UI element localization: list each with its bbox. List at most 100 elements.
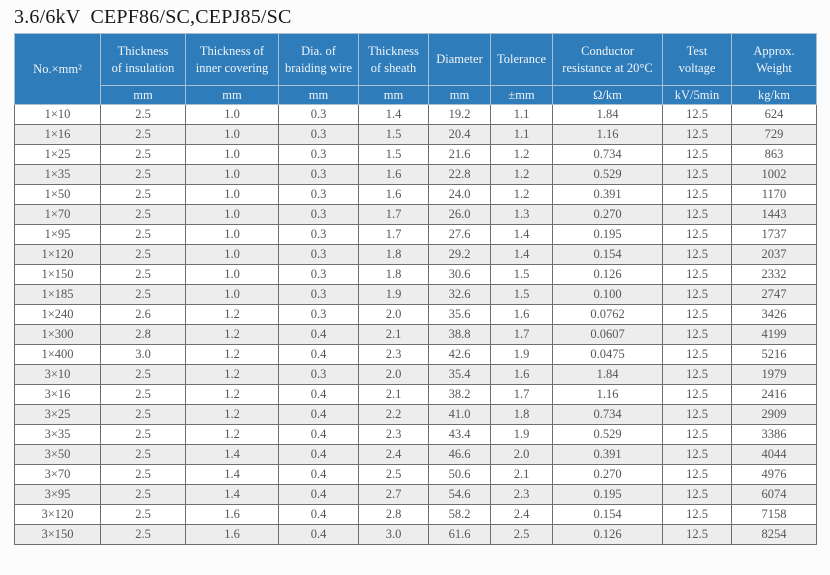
cell: 35.4	[428, 364, 491, 385]
header-row-labels: No.×mm² Thickness of insulation Thickness …	[14, 33, 817, 105]
cell: 1×70	[14, 204, 101, 225]
column-header: Conductor resistance at 20°C	[552, 33, 663, 86]
cell: 1.2	[490, 144, 553, 165]
cell: 0.270	[552, 464, 663, 485]
cell: 2.5	[100, 424, 186, 445]
cell: 1737	[731, 224, 817, 245]
cell: 0.4	[278, 324, 359, 345]
table-row: 1×300 2.8 1.2 0.4 2.1 38.8 1.7 0.0607 12.5 4199	[14, 324, 817, 345]
cell: 0.4	[278, 484, 359, 505]
spec-table-head: No.×mm² Thickness of insulation Thickness …	[14, 33, 817, 105]
cell: 3×35	[14, 424, 101, 445]
cell: 1.4	[185, 464, 279, 485]
cell: 1979	[731, 364, 817, 385]
cell: 2332	[731, 264, 817, 285]
table-row: 1×35 2.5 1.0 0.3 1.6 22.8 1.2 0.529 12.5 1002	[14, 164, 817, 185]
table-row: 3×70 2.5 1.4 0.4 2.5 50.6 2.1 0.270 12.5 4976	[14, 464, 817, 485]
cell: 24.0	[428, 184, 491, 205]
cell: 12.5	[662, 124, 732, 145]
cell: 1.2	[185, 304, 279, 325]
cell: 0.195	[552, 484, 663, 505]
column-header: Dia. of braiding wire	[278, 33, 359, 86]
cell: 1.3	[490, 204, 553, 225]
cell: 3×10	[14, 364, 101, 385]
spec-table-body: 1×10 2.5 1.0 0.3 1.4 19.2 1.1 1.84 12.5 624 1×16 2.…	[14, 104, 817, 545]
cell: 1.7	[358, 224, 429, 245]
cell: 2.7	[358, 484, 429, 505]
cell: 1.2	[185, 384, 279, 405]
cell: 2.5	[490, 524, 553, 545]
cell: 1.9	[358, 284, 429, 305]
cell: 12.5	[662, 244, 732, 265]
cell: 2.5	[100, 364, 186, 385]
cell: 1.0	[185, 284, 279, 305]
cell: 2.5	[100, 224, 186, 245]
cell: 0.4	[278, 524, 359, 545]
cell: 1.1	[490, 124, 553, 145]
cell: 12.5	[662, 524, 732, 545]
cell: 12.5	[662, 264, 732, 285]
cell: 58.2	[428, 504, 491, 525]
cell: 12.5	[662, 184, 732, 205]
cell: 12.5	[662, 464, 732, 485]
cell: 1.0	[185, 124, 279, 145]
cell: 29.2	[428, 244, 491, 265]
cell: 12.5	[662, 204, 732, 225]
table-row: 3×50 2.5 1.4 0.4 2.4 46.6 2.0 0.391 12.5 4044	[14, 444, 817, 465]
column-header: Approx. Weight	[731, 33, 817, 86]
cell: 2.5	[100, 504, 186, 525]
cell: 2.1	[490, 464, 553, 485]
cell: 22.8	[428, 164, 491, 185]
spec-table: No.×mm² Thickness of insulation Thickness …	[14, 33, 817, 545]
column-header: Diameter	[428, 33, 491, 86]
cell: 12.5	[662, 104, 732, 125]
cell: 1.6	[358, 164, 429, 185]
column-unit: mm	[100, 85, 186, 105]
cell: 12.5	[662, 384, 732, 405]
cell: 3×95	[14, 484, 101, 505]
cell: 35.6	[428, 304, 491, 325]
cell: 0.734	[552, 404, 663, 425]
cell: 1.4	[358, 104, 429, 125]
cell: 863	[731, 144, 817, 165]
cell: 0.3	[278, 224, 359, 245]
cell: 1443	[731, 204, 817, 225]
cell: 50.6	[428, 464, 491, 485]
cell: 0.3	[278, 304, 359, 325]
cell: 2.5	[100, 404, 186, 425]
cell: 1×16	[14, 124, 101, 145]
cell: 2.5	[100, 244, 186, 265]
cell: 0.4	[278, 504, 359, 525]
cell: 1.6	[185, 524, 279, 545]
cell: 12.5	[662, 304, 732, 325]
cell: 1.4	[490, 244, 553, 265]
cell: 1.84	[552, 104, 663, 125]
cell: 1.2	[185, 424, 279, 445]
cell: 1.2	[185, 344, 279, 365]
cell: 2.3	[358, 424, 429, 445]
cell: 1.1	[490, 104, 553, 125]
cell: 3×70	[14, 464, 101, 485]
column-header: No.×mm²	[14, 33, 101, 105]
cell: 12.5	[662, 444, 732, 465]
table-row: 3×16 2.5 1.2 0.4 2.1 38.2 1.7 1.16 12.5 2416	[14, 384, 817, 405]
cell: 27.6	[428, 224, 491, 245]
cell: 0.126	[552, 524, 663, 545]
cell: 32.6	[428, 284, 491, 305]
cell: 1.16	[552, 384, 663, 405]
cell: 6074	[731, 484, 817, 505]
cell: 1.7	[490, 324, 553, 345]
cell: 12.5	[662, 484, 732, 505]
cell: 4976	[731, 464, 817, 485]
column-unit: ±mm	[490, 85, 553, 105]
cell: 2.5	[100, 524, 186, 545]
cell: 0.100	[552, 284, 663, 305]
cell: 1.0	[185, 104, 279, 125]
header-row-units: mm mm mm mm mm ±mm Ω/km kV/5min kg/km	[15, 85, 817, 105]
cell: 1.6	[358, 184, 429, 205]
cell: 2.5	[100, 144, 186, 165]
cell: 8254	[731, 524, 817, 545]
cell: 61.6	[428, 524, 491, 545]
cell: 12.5	[662, 164, 732, 185]
table-row: 1×25 2.5 1.0 0.3 1.5 21.6 1.2 0.734 12.5 863	[14, 144, 817, 165]
